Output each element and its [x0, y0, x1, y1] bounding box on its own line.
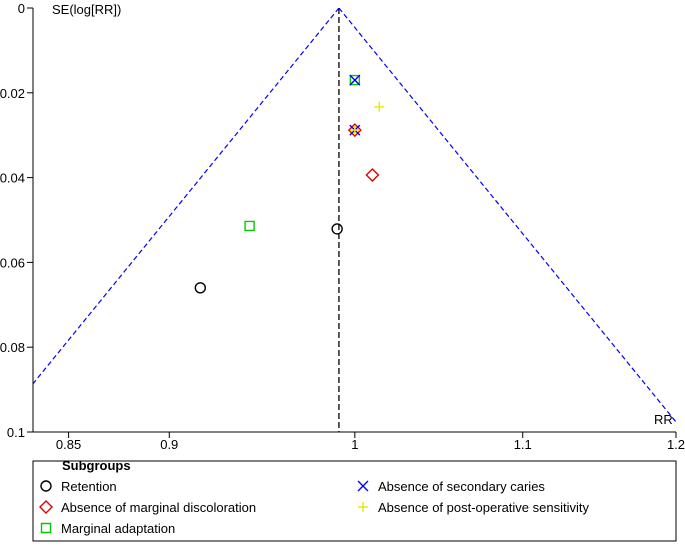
- legend-label: Marginal adaptation: [61, 521, 175, 536]
- y-tick-label: 0.08: [0, 340, 25, 355]
- y-axis-title: SE(log[RR]): [52, 2, 121, 17]
- y-tick-label: 0.1: [7, 425, 25, 440]
- legend-title: Subgroups: [62, 458, 131, 473]
- legend-marker: [358, 502, 368, 512]
- data-point: [347, 123, 362, 138]
- legend-marker: [39, 500, 53, 514]
- y-tick-label: 0.02: [0, 86, 25, 101]
- x-tick-label: 1.1: [514, 437, 532, 452]
- y-tick-label: 0: [18, 1, 25, 16]
- plot-area: [33, 8, 676, 432]
- legend-label: Absence of post-operative sensitivity: [378, 500, 589, 515]
- y-tick-label: 0.04: [0, 171, 25, 186]
- data-point: [349, 125, 360, 136]
- legend-marker: [40, 480, 52, 492]
- legend-marker: [40, 522, 52, 534]
- data-point: [244, 220, 255, 232]
- data-point: [331, 223, 343, 235]
- data-point: [349, 74, 361, 86]
- data-point: [365, 168, 380, 183]
- x-tick-label: 0.85: [56, 437, 81, 452]
- x-tick-label: 1.2: [667, 437, 685, 452]
- x-tick-label: 0.9: [160, 437, 178, 452]
- legend-marker: [357, 480, 369, 492]
- legend-box: [32, 460, 677, 542]
- x-tick-label: 1: [351, 437, 358, 452]
- legend-label: Absence of secondary caries: [378, 479, 545, 494]
- legend-label: Absence of marginal discoloration: [61, 500, 256, 515]
- legend-label: Retention: [61, 479, 117, 494]
- funnel-line: [33, 8, 340, 385]
- data-point: [194, 282, 207, 294]
- y-tick-label: 0.06: [0, 255, 25, 270]
- data-point: [374, 101, 385, 112]
- x-axis-title: RR: [654, 412, 673, 427]
- funnel-line: [338, 8, 676, 423]
